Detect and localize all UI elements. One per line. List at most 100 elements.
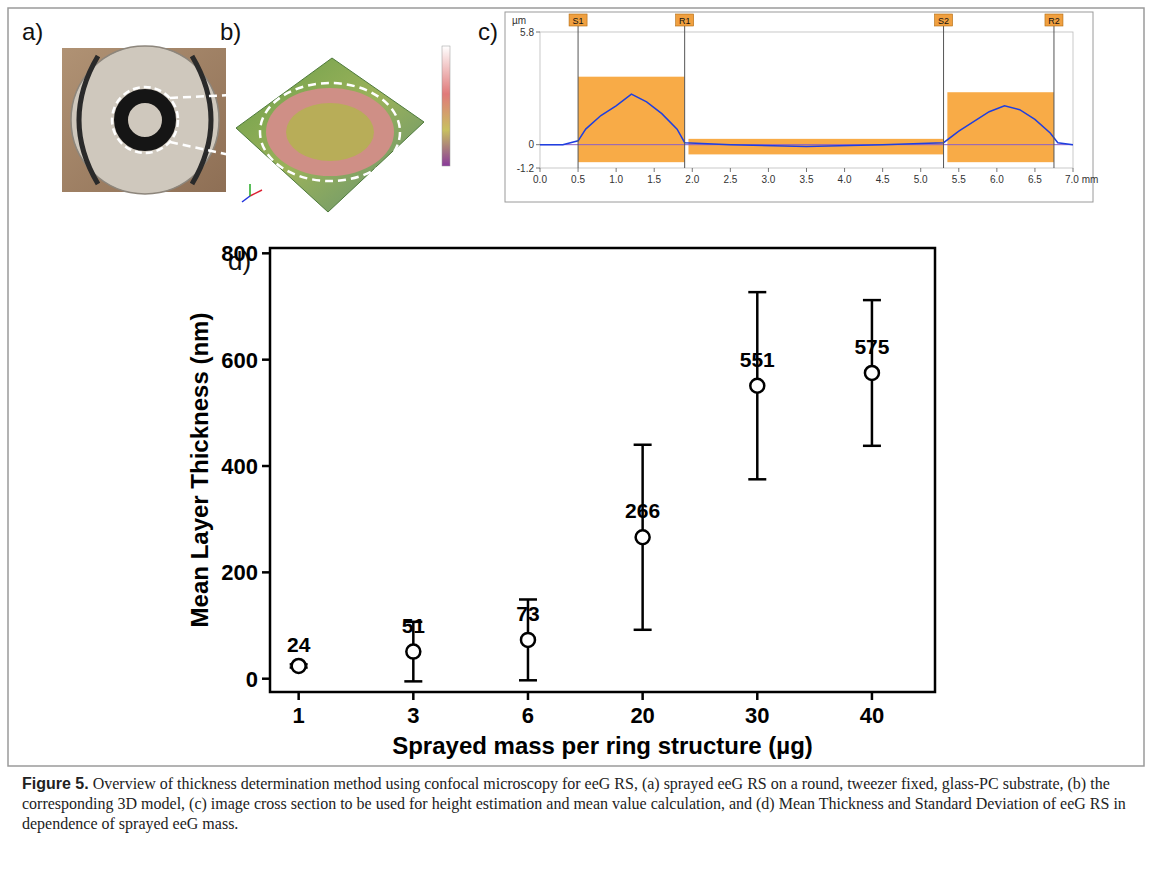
y-tick bbox=[262, 465, 270, 468]
y-tick bbox=[536, 168, 540, 169]
data-point bbox=[636, 530, 650, 544]
error-bar-cap bbox=[634, 629, 652, 632]
marker-tag bbox=[676, 14, 694, 26]
x-tick bbox=[692, 168, 693, 172]
tweezer-right bbox=[192, 56, 211, 184]
figure-border bbox=[8, 8, 1144, 766]
data-label: 575 bbox=[854, 335, 889, 358]
zoom-line bbox=[170, 92, 290, 98]
x-tick-label: 4.5 bbox=[876, 174, 890, 185]
data-label: 73 bbox=[516, 602, 539, 625]
profile-marks bbox=[540, 77, 1073, 162]
y-tick bbox=[262, 571, 270, 574]
x-tick bbox=[920, 168, 921, 172]
ring-structure bbox=[121, 96, 169, 144]
data-point bbox=[750, 379, 764, 393]
axis-triad bbox=[242, 196, 250, 202]
marker-label: S2 bbox=[938, 16, 949, 26]
x-tick-label: 4.0 bbox=[838, 174, 852, 185]
data-point bbox=[865, 366, 879, 380]
x-tick-label: 0.0 bbox=[533, 174, 547, 185]
x-tick-label: 7.0 mm bbox=[1065, 174, 1098, 185]
highlight-ring bbox=[260, 83, 400, 181]
y-tick-label: 600 bbox=[221, 348, 258, 373]
error-bar-cap bbox=[748, 291, 766, 294]
error-bar-cap bbox=[863, 445, 881, 448]
ring-inner bbox=[286, 103, 374, 161]
x-tick bbox=[730, 168, 731, 172]
x-tick bbox=[996, 168, 997, 172]
data-label: 51 bbox=[402, 614, 426, 637]
y-tick-label: 0 bbox=[528, 139, 534, 150]
x-tick bbox=[806, 168, 807, 172]
marker-tag bbox=[569, 14, 587, 26]
x-tick-label: 6.5 bbox=[1028, 174, 1042, 185]
data-label: 551 bbox=[740, 348, 775, 371]
y-tick-label: -1.2 bbox=[517, 163, 535, 174]
x-tick bbox=[1073, 168, 1074, 172]
error-bar bbox=[748, 292, 766, 479]
x-tick-label: 30 bbox=[745, 703, 769, 728]
zero-line bbox=[540, 144, 1073, 145]
axis-triad bbox=[249, 184, 251, 196]
x-tick bbox=[412, 692, 415, 700]
caption: Figure 5. Overview of thickness determin… bbox=[22, 774, 1130, 834]
data-point bbox=[406, 645, 420, 659]
x-tick-label: 1 bbox=[293, 703, 305, 728]
x-tick-label: 3.5 bbox=[800, 174, 814, 185]
colorbar bbox=[442, 46, 450, 166]
chart-marks bbox=[290, 292, 881, 681]
glass-substrate bbox=[71, 46, 219, 194]
data-labels: 24 51 73 266 551 575 bbox=[287, 335, 890, 656]
error-bar bbox=[863, 300, 881, 446]
error-bar-cap bbox=[863, 299, 881, 302]
error-bar bbox=[634, 445, 652, 630]
y-tick-label: 400 bbox=[221, 454, 258, 479]
x-tick bbox=[844, 168, 845, 172]
data-point bbox=[292, 659, 306, 673]
panel-c-profile: S1R1S2R20.00.51.01.52.02.53.03.54.04.55.… bbox=[505, 12, 1098, 202]
x-tick bbox=[768, 168, 769, 172]
error-bar-cap bbox=[519, 598, 537, 601]
caption-label: Figure 5. bbox=[22, 775, 89, 792]
y-axis-title: Mean Layer Thickness (nm) bbox=[186, 313, 213, 628]
panel-d-chart: 0200400600800136203040Sprayed mass per r… bbox=[186, 241, 935, 759]
panel-b-model bbox=[236, 46, 450, 212]
marker-line bbox=[1053, 20, 1054, 168]
height-profile bbox=[540, 94, 1073, 146]
y-tick bbox=[536, 144, 540, 145]
figure: a)b)c)d)S1R1S2R20.00.51.01.52.02.53.03.5… bbox=[0, 0, 1152, 770]
x-tick bbox=[297, 692, 300, 700]
data-label: 24 bbox=[287, 633, 311, 656]
panel-label: c) bbox=[478, 18, 498, 45]
profile-plot-area bbox=[540, 32, 1073, 168]
evaluation-region bbox=[947, 92, 1054, 162]
y-tick-label: 200 bbox=[221, 560, 258, 585]
x-tick bbox=[527, 692, 530, 700]
tweezer-left bbox=[79, 56, 98, 184]
plot-frame bbox=[270, 248, 935, 692]
data-point bbox=[521, 633, 535, 647]
model-surface bbox=[236, 58, 424, 212]
x-tick-label: 3.0 bbox=[761, 174, 775, 185]
x-tick-label: 0.5 bbox=[571, 174, 585, 185]
marker-label: S1 bbox=[573, 16, 584, 26]
x-tick bbox=[641, 692, 644, 700]
x-tick-label: 1.0 bbox=[609, 174, 623, 185]
data-label: 266 bbox=[625, 499, 660, 522]
marker-line bbox=[578, 20, 579, 168]
x-tick-label: 20 bbox=[630, 703, 654, 728]
x-tick-label: 40 bbox=[860, 703, 884, 728]
y-tick bbox=[262, 358, 270, 361]
x-tick-label: 1.5 bbox=[647, 174, 661, 185]
x-tick bbox=[882, 168, 883, 172]
marker-line bbox=[684, 20, 685, 168]
marker-label: R1 bbox=[679, 16, 691, 26]
panel-a-photo bbox=[62, 46, 226, 194]
marker-tag bbox=[1045, 14, 1063, 26]
marker-line bbox=[943, 20, 944, 168]
x-tick-label: 3 bbox=[407, 703, 419, 728]
x-tick-label: 6 bbox=[522, 703, 534, 728]
panel-label: b) bbox=[220, 18, 241, 45]
x-tick-label: 2.5 bbox=[723, 174, 737, 185]
